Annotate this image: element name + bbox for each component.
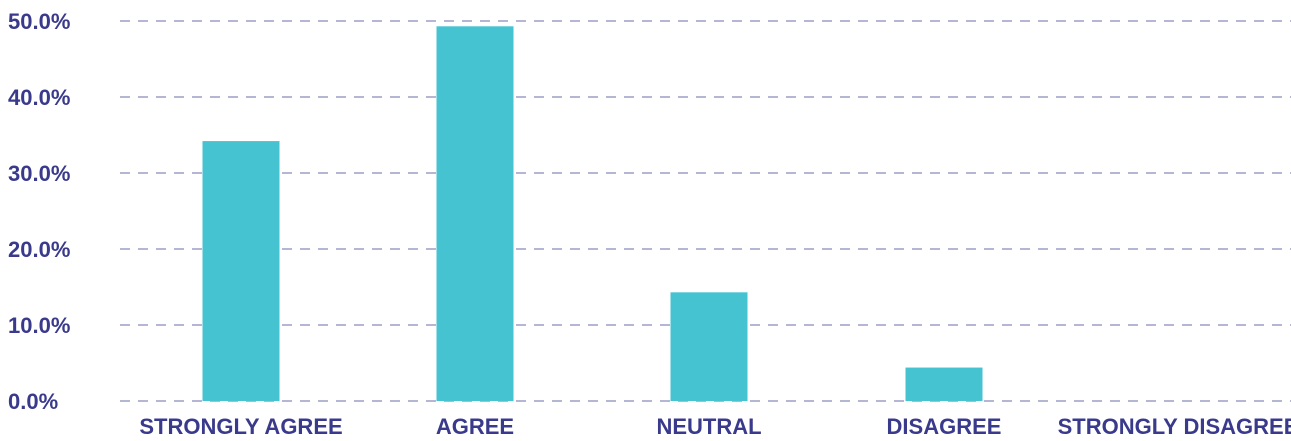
y-tick-label: 50.0% [8, 9, 70, 34]
y-tick-label: 0.0% [8, 389, 58, 414]
bar [670, 292, 748, 401]
x-category-label: DISAGREE [887, 414, 1002, 439]
y-axis-tick-labels: 0.0% 10.0% 20.0% 30.0% 40.0% 50.0% [8, 9, 70, 414]
x-category-label: NEUTRAL [656, 414, 761, 439]
y-tick-label: 30.0% [8, 161, 70, 186]
x-axis-category-labels: STRONGLY AGREE AGREE NEUTRAL DISAGREE STRONG… [139, 414, 1291, 439]
y-tick-label: 40.0% [8, 85, 70, 110]
bar [436, 26, 514, 401]
bars [202, 26, 983, 401]
bar [905, 367, 983, 401]
x-category-label: STRONGLY AGREE [139, 414, 342, 439]
y-tick-label: 20.0% [8, 237, 70, 262]
y-tick-label: 10.0% [8, 313, 70, 338]
x-category-label: AGREE [436, 414, 514, 439]
bar [202, 141, 280, 401]
x-category-label: STRONGLY DISAGREE [1058, 414, 1291, 439]
